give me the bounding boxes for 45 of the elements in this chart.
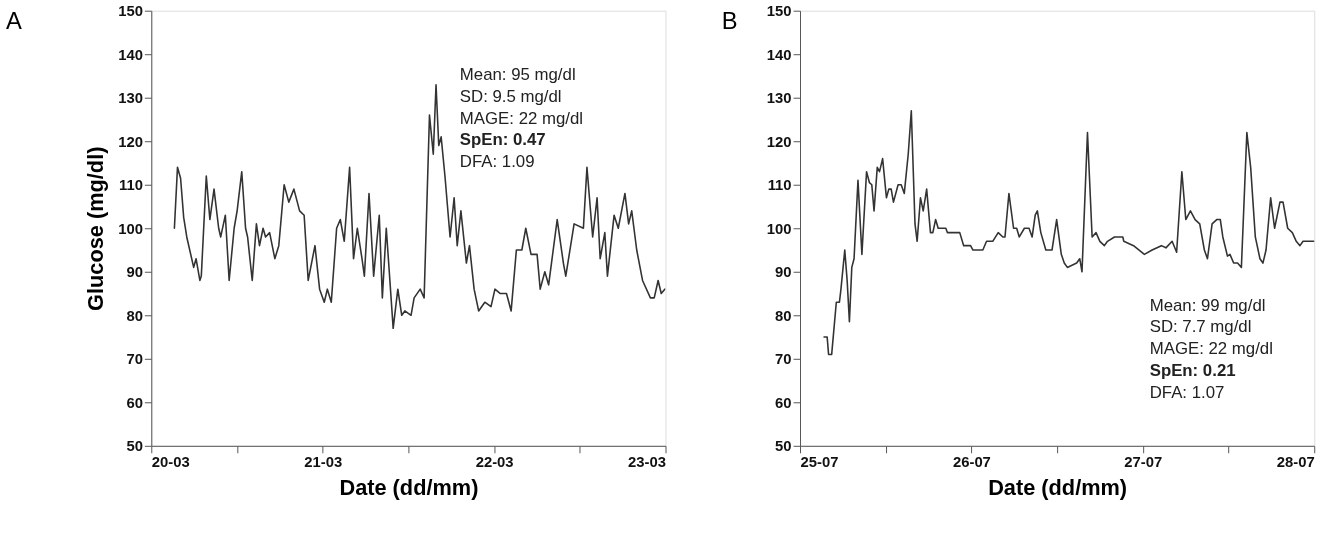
y-tick-label: 130 <box>766 90 792 107</box>
chart-title: B <box>721 7 738 34</box>
annotation: SD: 9.5 mg/dl <box>459 86 562 106</box>
annotation: DFA: 1.09 <box>459 152 535 172</box>
annotation: Mean: 99 mg/dl <box>1149 295 1266 315</box>
x-tick-label: 22-03 <box>475 454 514 471</box>
y-tick-label: 100 <box>118 220 143 237</box>
x-tick-label: 21-03 <box>304 454 343 471</box>
x-axis-title: Date (dd/mm) <box>988 474 1128 500</box>
y-tick-label: 140 <box>766 46 792 63</box>
x-tick-label: 28-07 <box>1276 454 1315 471</box>
x-tick-label: 20-03 <box>151 454 190 471</box>
y-tick-label: 100 <box>766 220 792 237</box>
y-tick-label: 110 <box>118 177 143 194</box>
y-tick-label: 50 <box>775 438 792 455</box>
y-tick-label: 110 <box>767 177 792 194</box>
annotation: MAGE: 22 mg/dl <box>459 108 584 128</box>
y-tick-label: 90 <box>126 264 143 281</box>
y-tick-label: 70 <box>126 351 143 368</box>
y-tick-label: 60 <box>126 394 143 411</box>
y-tick-label: 120 <box>118 133 143 150</box>
y-tick-label: 50 <box>126 438 143 455</box>
x-axis-title: Date (dd/mm) <box>339 474 479 500</box>
x-tick-label: 25-07 <box>800 454 839 471</box>
chart-title: A <box>5 7 22 34</box>
y-tick-label: 130 <box>118 90 143 107</box>
annotation: SD: 7.7 mg/dl <box>1149 317 1252 337</box>
y-tick-label: 150 <box>766 3 792 20</box>
annotation: SpEn: 0.21 <box>1149 361 1236 380</box>
y-tick-label: 80 <box>126 307 143 324</box>
y-tick-label: 80 <box>775 307 792 324</box>
y-tick-label: 120 <box>766 133 792 150</box>
annotation: DFA: 1.07 <box>1149 382 1225 402</box>
y-axis-title: Glucose (mg/dl) <box>83 146 109 311</box>
annotation: Mean: 95 mg/dl <box>459 65 576 85</box>
y-tick-label: 90 <box>775 264 792 281</box>
annotation: SpEn: 0.47 <box>459 130 546 150</box>
x-tick-label: 23-03 <box>628 454 667 471</box>
x-tick-label: 26-07 <box>952 454 991 471</box>
y-tick-label: 60 <box>775 394 792 411</box>
x-tick-label: 27-07 <box>1124 454 1163 471</box>
y-tick-label: 140 <box>118 46 143 63</box>
y-tick-label: 150 <box>118 3 143 20</box>
annotation: MAGE: 22 mg/dl <box>1149 339 1273 359</box>
y-tick-label: 70 <box>775 351 792 368</box>
